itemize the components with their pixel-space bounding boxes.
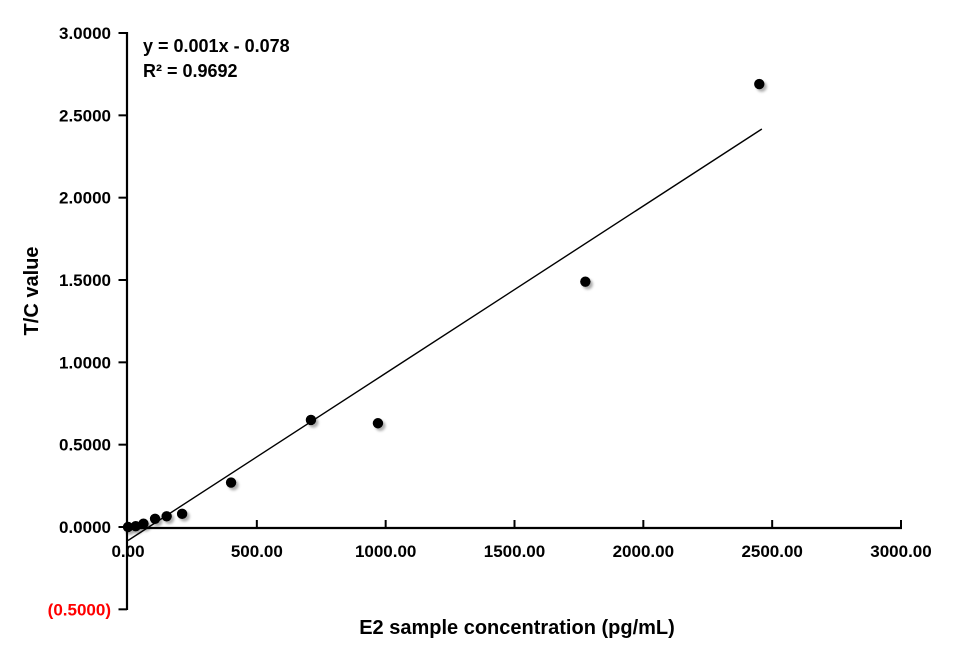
r-squared-label: R² = 0.9692: [143, 61, 238, 81]
y-tick-label: 1.0000: [59, 353, 111, 372]
y-tick-label: 1.5000: [59, 271, 111, 290]
x-tick-label: 1500.00: [484, 542, 545, 561]
x-axis-ticks: 0.00500.001000.001500.002000.002500.0030…: [111, 520, 932, 561]
x-tick-label: 2000.00: [613, 542, 674, 561]
data-points: [122, 78, 765, 533]
trendline: [127, 128, 763, 542]
x-tick-label: 500.00: [231, 542, 283, 561]
y-tick-label: 0.5000: [59, 436, 111, 455]
data-point: [149, 513, 161, 524]
data-point: [161, 511, 172, 522]
data-point: [372, 418, 384, 429]
data-point: [225, 477, 237, 488]
x-tick-label: 2500.00: [741, 542, 802, 561]
data-point: [580, 276, 591, 287]
trendline-equation-label: y = 0.001x - 0.078: [143, 36, 290, 56]
y-tick-label: 2.0000: [59, 189, 111, 208]
data-point: [138, 518, 149, 529]
y-axis-ticks: 3.0000 2.5000 2.0000 1.5000 1.0000 0.5000 0.00…: [48, 24, 127, 619]
y-tick-label: 3.0000: [59, 24, 111, 43]
x-tick-label: 1000.00: [355, 542, 416, 561]
y-tick-label: 0.0000: [59, 518, 111, 537]
x-tick-label: 3000.00: [870, 542, 931, 561]
y-tick-label: 2.5000: [59, 106, 111, 125]
y-tick-label: (0.5000): [48, 600, 111, 619]
x-axis-title: E2 sample concentration (pg/mL): [359, 617, 675, 639]
data-point: [754, 78, 765, 90]
trendline-segment: [127, 128, 763, 542]
y-axis-title: T/C value: [21, 247, 43, 336]
data-point: [305, 414, 317, 426]
data-point: [176, 508, 188, 520]
